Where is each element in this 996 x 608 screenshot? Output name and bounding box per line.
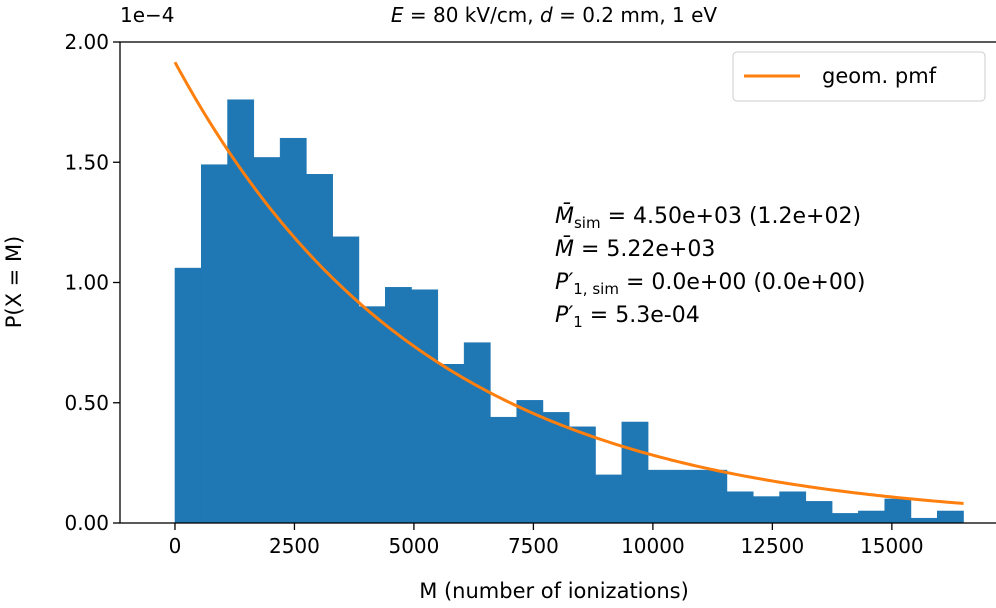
histogram-bar bbox=[516, 400, 544, 524]
histogram-bar bbox=[253, 157, 281, 524]
histogram-bar bbox=[884, 498, 912, 524]
y-scale-label: 1e−4 bbox=[120, 3, 175, 27]
histogram-bar bbox=[753, 496, 780, 524]
x-tick-label: 15000 bbox=[860, 534, 924, 558]
histogram-bar bbox=[595, 474, 623, 524]
histogram-bar bbox=[621, 421, 649, 524]
histogram-bar bbox=[227, 99, 255, 524]
geom-pmf-curve bbox=[173, 61, 964, 505]
histogram-bar bbox=[490, 416, 517, 524]
histogram-bar bbox=[174, 267, 202, 524]
legend-label-geom-pmf: geom. pmf bbox=[822, 64, 937, 88]
histogram-bar bbox=[542, 412, 570, 524]
stats-annotation: M̄sim = 4.50e+03 (1.2e+02) M̄ = 5.22e+03… bbox=[555, 203, 865, 331]
y-tick-label: 0.00 bbox=[64, 511, 109, 535]
histogram-bar bbox=[805, 501, 833, 524]
y-axis-ticks: 0.00 0.50 1.00 1.50 2.00 bbox=[64, 30, 120, 535]
histogram-bars bbox=[174, 99, 964, 524]
x-tick-label: 7500 bbox=[508, 534, 559, 558]
histogram-bar bbox=[306, 174, 333, 524]
y-tick-label: 2.00 bbox=[64, 30, 109, 54]
histogram-bar bbox=[910, 517, 938, 524]
annotation-p1-sim: P′1, sim = 0.0e+00 (0.0e+00) bbox=[555, 270, 865, 298]
histogram-bar bbox=[437, 364, 465, 524]
legend: geom. pmf bbox=[732, 51, 986, 102]
y-axis-label: P(X = M) bbox=[2, 236, 26, 329]
x-tick-label: 5000 bbox=[388, 534, 439, 558]
histogram-bar bbox=[569, 426, 596, 524]
x-axis-label: M (number of ionizations) bbox=[419, 579, 689, 603]
x-axis-ticks: 0 2500 5000 7500 10000 12500 15000 bbox=[169, 523, 924, 558]
y-tick-label: 1.50 bbox=[64, 150, 109, 174]
chart-title: E = 80 kV/cm, d = 0.2 mm, 1 eV bbox=[391, 3, 718, 27]
x-tick-label: 0 bbox=[169, 534, 182, 558]
histogram-bar bbox=[358, 306, 386, 524]
histogram-bar bbox=[647, 469, 675, 524]
x-tick-label: 2500 bbox=[269, 534, 320, 558]
x-tick-label: 10000 bbox=[621, 534, 685, 558]
y-tick-label: 1.00 bbox=[64, 271, 109, 295]
histogram-bar bbox=[779, 491, 807, 524]
annotation-p1: P′1 = 5.3e-04 bbox=[555, 303, 700, 331]
y-tick-label: 0.50 bbox=[64, 391, 109, 415]
histogram-bar bbox=[200, 164, 228, 524]
legend-box bbox=[732, 51, 986, 102]
histogram-bar bbox=[858, 510, 885, 524]
x-tick-label: 12500 bbox=[741, 534, 805, 558]
geom-pmf-curve-group bbox=[173, 61, 964, 505]
histogram-bar bbox=[674, 469, 701, 524]
annotation-mean: M̄ = 5.22e+03 bbox=[555, 236, 715, 262]
histogram-bar bbox=[937, 510, 964, 524]
histogram-bar bbox=[726, 491, 754, 524]
histogram-bar bbox=[700, 469, 728, 524]
histogram-bar bbox=[463, 342, 491, 524]
histogram-bar bbox=[831, 513, 859, 524]
histogram-bar bbox=[385, 287, 412, 524]
histogram-bar bbox=[332, 236, 360, 524]
histogram-bar bbox=[411, 289, 439, 524]
annotation-mean-sim: M̄sim = 4.50e+03 (1.2e+02) bbox=[555, 203, 861, 232]
histogram-bar bbox=[279, 137, 307, 524]
